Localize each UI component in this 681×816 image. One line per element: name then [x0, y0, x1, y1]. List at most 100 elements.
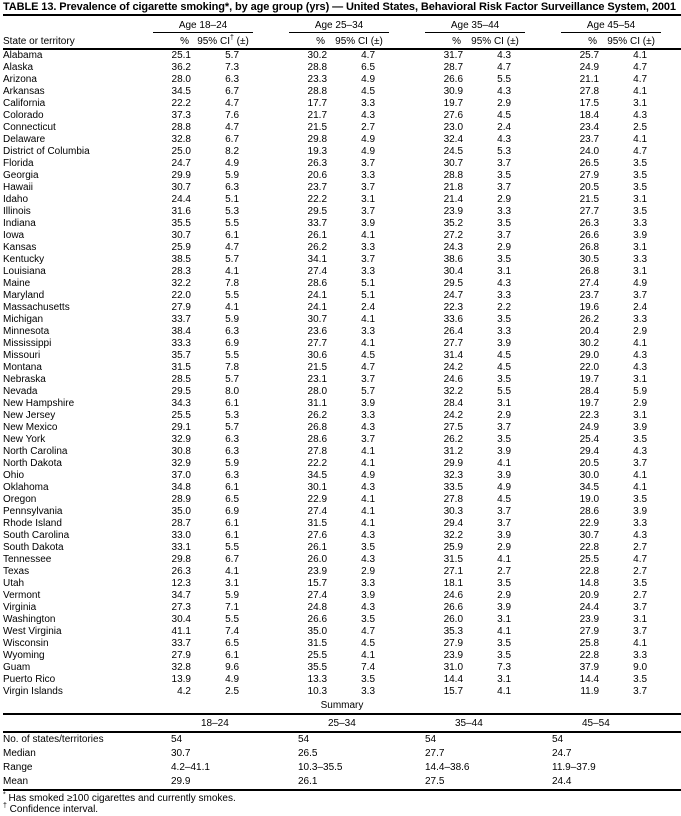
ci-cell: 6.7 — [225, 86, 240, 97]
percent-cell: 19.7 — [579, 398, 600, 409]
percent-cell: 27.7 — [307, 338, 328, 349]
state-cell: Alabama — [3, 50, 43, 61]
percent-cell: 21.7 — [307, 110, 328, 121]
ci-cell: 3.9 — [497, 446, 512, 457]
ci-cell: 4.3 — [361, 554, 376, 565]
ci-cell: 4.5 — [361, 350, 376, 361]
percent-cell: 28.8 — [307, 62, 328, 73]
column-gap — [253, 362, 289, 374]
summary-column-header: 45–54 — [552, 714, 681, 733]
percent-cell: 22.9 — [307, 494, 328, 505]
table-row: Utah 12.3 3.1 15.7 3.3 18.1 3.5 14.8 3.5 — [3, 578, 681, 590]
percent-cell: 24.0 — [579, 146, 600, 157]
column-gap — [661, 98, 681, 110]
summary-column-header: 25–34 — [298, 714, 425, 733]
state-cell: District of Columbia — [3, 146, 90, 157]
percent-cell: 28.4 — [443, 398, 464, 409]
percent-cell: 23.1 — [307, 374, 328, 385]
ci-cell: 3.7 — [361, 374, 376, 385]
column-gap — [661, 362, 681, 374]
table-title: TABLE 13. Prevalence of cigarette smokin… — [3, 0, 681, 16]
ci-cell: 4.1 — [361, 230, 376, 241]
ci-cell: 6.3 — [225, 470, 240, 481]
percent-cell: 23.7 — [579, 134, 600, 145]
column-gap — [661, 350, 681, 362]
column-gap — [661, 218, 681, 230]
column-gap — [525, 134, 561, 146]
ci-cell: 3.3 — [497, 290, 512, 301]
column-gap — [525, 494, 561, 506]
column-gap — [389, 338, 425, 350]
state-cell: Louisiana — [3, 266, 46, 277]
column-gap — [661, 494, 681, 506]
column-gap — [525, 302, 561, 314]
column-gap — [253, 398, 289, 410]
table-row: Alaska 36.2 7.3 28.8 6.5 28.7 4.7 24.9 4.7 — [3, 62, 681, 74]
column-gap — [253, 314, 289, 326]
ci-cell: 3.5 — [497, 434, 512, 445]
column-gap — [389, 134, 425, 146]
column-gap — [389, 506, 425, 518]
column-gap — [525, 590, 561, 602]
percent-cell: 28.6 — [579, 506, 600, 517]
ci-cell: 3.3 — [633, 218, 648, 229]
table-row: Illinois 31.6 5.3 29.5 3.7 23.9 3.3 27.7 3.5 — [3, 206, 681, 218]
column-gap — [525, 194, 561, 206]
column-gap — [253, 578, 289, 590]
percent-cell: 26.8 — [579, 266, 600, 277]
percent-cell: 22.3 — [579, 410, 600, 421]
column-gap — [389, 16, 425, 33]
ci-cell: 4.1 — [633, 482, 648, 493]
table-row: Florida 24.7 4.9 26.3 3.7 30.7 3.7 26.5 3.5 — [3, 158, 681, 170]
column-gap — [253, 98, 289, 110]
percent-cell: 36.2 — [171, 62, 191, 73]
state-cell: Montana — [3, 362, 42, 373]
column-gap — [525, 230, 561, 242]
percent-cell: 24.4 — [579, 602, 600, 613]
column-gap — [389, 590, 425, 602]
table-row: New Mexico 29.1 5.7 26.8 4.3 27.5 3.7 24.9 3.9 — [3, 422, 681, 434]
column-gap — [661, 470, 681, 482]
table-row: North Dakota 32.9 5.9 22.2 4.1 29.9 4.1 20.5 3.7 — [3, 458, 681, 470]
percent-cell: 22.8 — [579, 650, 600, 661]
ci-cell: 2.9 — [497, 542, 512, 553]
ci-cell: 3.5 — [633, 674, 648, 685]
column-gap — [525, 602, 561, 614]
percent-cell: 26.0 — [307, 554, 328, 565]
summary-title: Summary — [320, 700, 364, 711]
column-gap — [525, 74, 561, 86]
percent-cell: 25.5 — [579, 554, 600, 565]
state-cell: Utah — [3, 578, 25, 589]
ci-cell: 4.1 — [497, 554, 512, 565]
ci-cell: 4.7 — [361, 362, 376, 373]
table-row: Texas 26.3 4.1 23.9 2.9 27.1 2.7 22.8 2.7 — [3, 566, 681, 578]
column-gap — [525, 458, 561, 470]
state-cell: Tennessee — [3, 554, 52, 565]
percent-cell: 33.3 — [171, 338, 191, 349]
percent-cell: 32.3 — [443, 470, 464, 481]
column-gap — [253, 32, 290, 50]
column-gap — [661, 602, 681, 614]
percent-cell: 31.7 — [443, 50, 464, 61]
ci-cell: 3.3 — [361, 578, 376, 589]
ci-cell: 4.7 — [225, 242, 240, 253]
percent-cell: 30.7 — [171, 182, 191, 193]
table-row: New Jersey 25.5 5.3 26.2 3.3 24.2 2.9 22.3 3.1 — [3, 410, 681, 422]
ci-cell: 3.5 — [497, 638, 512, 649]
ci-cell: 3.9 — [633, 422, 648, 433]
dagger-symbol: † — [229, 34, 234, 42]
column-gap — [389, 626, 425, 638]
ci-cell: 5.1 — [225, 194, 240, 205]
ci-cell: 3.3 — [633, 314, 648, 325]
column-gap — [253, 554, 289, 566]
ci-cell: 3.5 — [497, 218, 512, 229]
column-gap — [253, 230, 289, 242]
state-cell: New Jersey — [3, 410, 56, 421]
percent-cell: 25.1 — [171, 50, 191, 61]
column-gap — [253, 218, 289, 230]
percent-cell: 30.7 — [579, 530, 600, 541]
column-gap — [525, 638, 561, 650]
ci-cell: 4.9 — [225, 158, 240, 169]
column-gap — [661, 614, 681, 626]
ci-cell: 4.3 — [497, 134, 512, 145]
